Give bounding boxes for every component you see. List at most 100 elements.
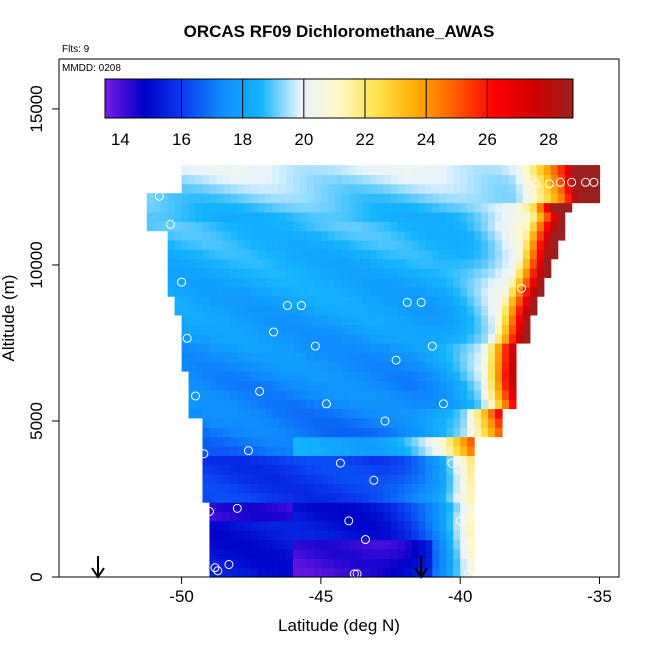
heatmap-cell	[495, 277, 503, 288]
heatmap-cell	[237, 277, 245, 288]
heatmap-cell	[355, 520, 364, 531]
heatmap-cell	[306, 464, 315, 475]
heatmap-cell	[404, 558, 413, 569]
heatmap-cell	[348, 483, 357, 494]
heatmap-cell	[432, 380, 440, 391]
heatmap-cell	[293, 483, 301, 494]
heatmap-cell	[334, 286, 343, 297]
heatmap-cell	[348, 230, 357, 241]
heatmap-cell	[251, 324, 259, 335]
sample-point	[352, 569, 362, 579]
heatmap-cell	[397, 520, 406, 531]
heatmap-cell	[467, 464, 475, 475]
heatmap-cell	[286, 371, 294, 382]
heatmap-cell	[501, 211, 510, 222]
heatmap-cell	[300, 558, 308, 569]
heatmap-cell	[293, 520, 301, 531]
heatmap-cell	[348, 333, 357, 344]
heatmap-cell	[251, 183, 259, 194]
heatmap-cell	[223, 455, 231, 466]
heatmap-cell	[265, 296, 273, 307]
heatmap-cell	[355, 249, 364, 260]
heatmap-cell	[453, 352, 461, 363]
heatmap-cell	[432, 296, 440, 307]
heatmap-cell	[279, 258, 287, 269]
heatmap-cell	[481, 352, 489, 363]
heatmap-cell	[300, 221, 308, 232]
heatmap-cell	[341, 183, 350, 194]
heatmap-cell	[181, 249, 190, 260]
heatmap-cell	[522, 193, 531, 204]
heatmap-cell	[230, 342, 238, 353]
heatmap-cell	[397, 380, 406, 391]
heatmap-cell	[460, 230, 468, 241]
heatmap-cell	[230, 249, 238, 260]
heatmap-cell	[251, 436, 259, 447]
heatmap-cell	[237, 165, 245, 176]
heatmap-cell	[251, 277, 259, 288]
heatmap-cell	[348, 352, 357, 363]
heatmap-cell	[327, 389, 336, 400]
heatmap-cell	[432, 239, 440, 250]
heatmap-cell	[265, 230, 273, 241]
heatmap-cell	[522, 305, 531, 316]
heatmap-cell	[202, 361, 211, 372]
heatmap-cell	[348, 511, 357, 522]
heatmap-cell	[223, 371, 231, 382]
heatmap-cell	[348, 314, 357, 325]
heatmap-cell	[313, 417, 322, 428]
heatmap-cell	[474, 193, 482, 204]
heatmap-cell	[501, 174, 510, 185]
heatmap-cell	[279, 436, 287, 447]
heatmap-cell	[216, 445, 224, 456]
heatmap-cell	[306, 249, 315, 260]
heatmap-cell	[341, 221, 350, 232]
heatmap-cell	[202, 165, 211, 176]
heatmap-cell	[348, 436, 357, 447]
heatmap-cell	[355, 492, 364, 503]
heatmap-cell	[369, 492, 378, 503]
heatmap-cell	[411, 371, 420, 382]
heatmap-cell	[230, 296, 238, 307]
sample-point	[530, 179, 540, 189]
y-tick-label: 0	[27, 572, 46, 581]
heatmap-cell	[508, 333, 517, 344]
heatmap-cell	[202, 474, 211, 484]
heatmap-cell	[383, 567, 392, 578]
heatmap-cell	[362, 174, 371, 185]
heatmap-cell	[306, 417, 315, 428]
heatmap-cell	[390, 474, 399, 484]
heatmap-cell	[209, 174, 218, 185]
heatmap-cell	[495, 268, 503, 279]
heatmap-cell	[286, 464, 294, 475]
heatmap-cell	[529, 239, 538, 250]
heatmap-cell	[467, 492, 475, 503]
heatmap-cell	[390, 342, 399, 353]
heatmap-cell	[258, 502, 266, 513]
heatmap-cell	[265, 548, 273, 559]
heatmap-cell	[543, 193, 552, 204]
heatmap-cell	[216, 174, 224, 185]
heatmap-cell	[515, 258, 524, 269]
heatmap-cell	[362, 417, 371, 428]
heatmap-cell	[195, 380, 204, 391]
heatmap-cell	[439, 296, 447, 307]
heatmap-cell	[397, 539, 406, 550]
heatmap-cell	[390, 183, 399, 194]
heatmap-cell	[146, 211, 155, 222]
heatmap-cell	[341, 408, 350, 419]
heatmap-cell	[508, 380, 517, 391]
heatmap-cell	[341, 296, 350, 307]
heatmap-cell	[495, 314, 503, 325]
heatmap-cell	[390, 380, 399, 391]
heatmap-cell	[522, 296, 531, 307]
heatmap-cell	[258, 567, 266, 578]
heatmap-cell	[174, 305, 183, 316]
heatmap-cell	[306, 333, 315, 344]
heatmap-cell	[348, 239, 357, 250]
heatmap-cell	[425, 221, 433, 232]
heatmap-cell	[230, 455, 238, 466]
heatmap-cell	[188, 399, 197, 410]
heatmap-cell	[390, 277, 399, 288]
heatmap-cell	[237, 455, 245, 466]
